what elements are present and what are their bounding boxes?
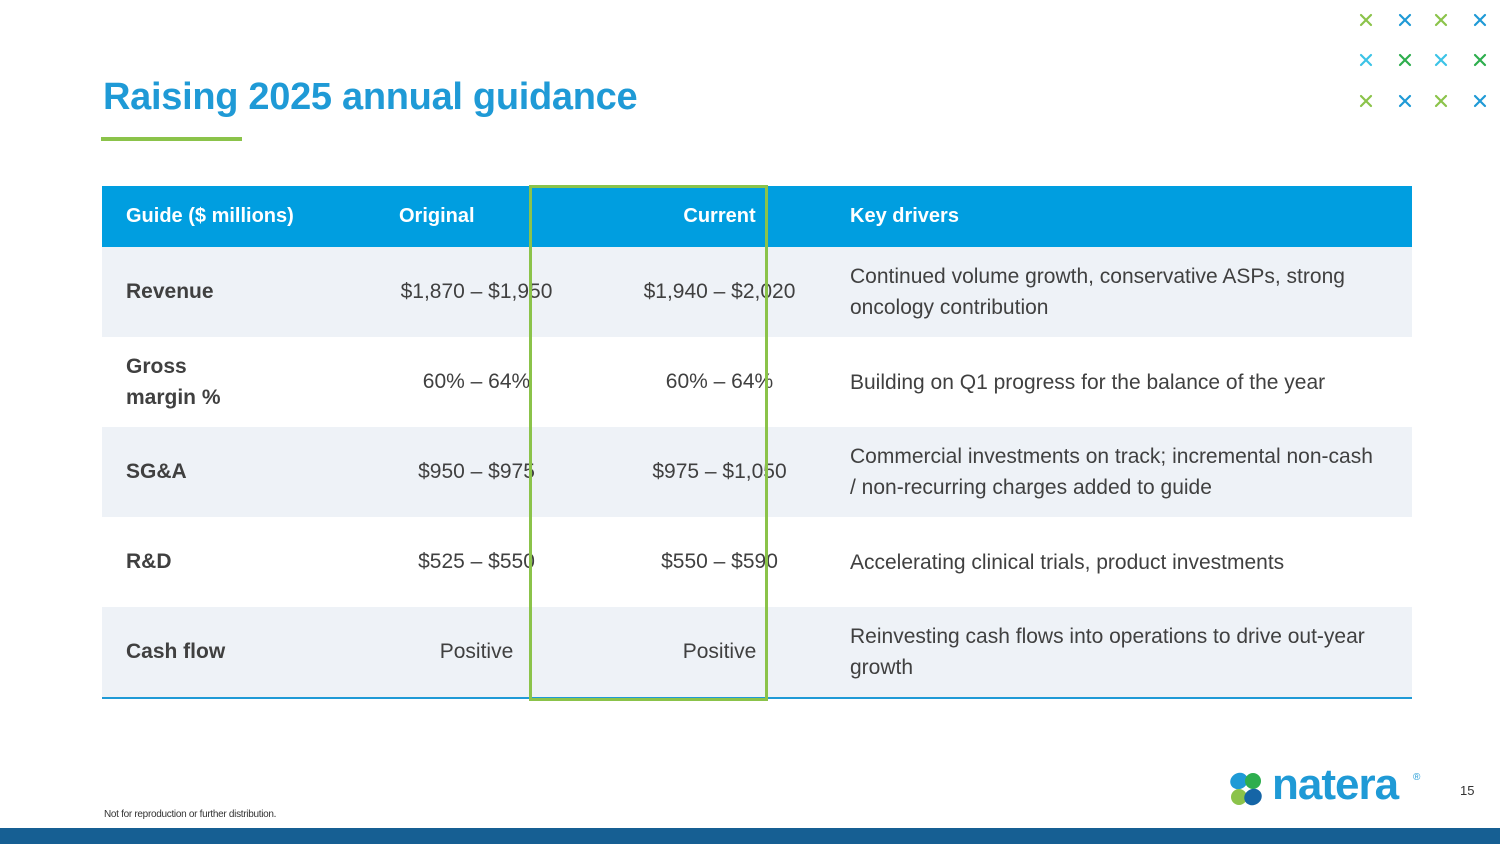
page-title: Raising 2025 annual guidance [103, 76, 638, 118]
current-value: $1,940 – $2,020 [601, 247, 838, 337]
current-value: 60% – 64% [665, 370, 774, 393]
x-icon [1473, 94, 1487, 108]
key-driver-text: Reinvesting cash flows into operations t… [838, 607, 1412, 699]
row-label: R&D [126, 550, 172, 573]
current-value: $975 – $1,050 [601, 427, 838, 517]
header-guide: Guide ($ millions) [102, 186, 352, 247]
table-row-cash-flow: Cash flow Positive Positive Reinvesting … [102, 607, 1412, 699]
footnote: Not for reproduction or further distribu… [104, 809, 277, 820]
x-icon [1398, 13, 1412, 27]
current-value: $550 – $590 [661, 550, 778, 573]
row-label: Gross margin % [102, 337, 352, 427]
x-icon [1359, 53, 1373, 67]
table-row-revenue: Revenue $1,870 – $1,950 $1,940 – $2,020 … [102, 247, 1412, 337]
x-icon [1359, 13, 1373, 27]
x-icon [1434, 53, 1448, 67]
x-icon [1473, 53, 1487, 67]
header-current: Current [601, 186, 838, 247]
x-icon [1473, 13, 1487, 27]
header-key-drivers: Key drivers [838, 186, 1412, 247]
x-icon [1434, 94, 1448, 108]
natera-logo: natera ® [1226, 760, 1426, 814]
page-number: 15 [1460, 783, 1475, 798]
key-driver-text: Accelerating clinical trials, product in… [850, 550, 1285, 574]
table-row-sga: SG&A $950 – $975 $975 – $1,050 Commercia… [102, 427, 1412, 517]
original-value: $950 – $975 [352, 427, 601, 517]
table-row-rd: R&D $525 – $550 $550 – $590 Accelerating… [102, 517, 1412, 607]
guidance-table: Guide ($ millions) Original Current Key … [102, 186, 1412, 699]
table-row-gross-margin: Gross margin % 60% – 64% 60% – 64% Build… [102, 337, 1412, 427]
row-label-text: Gross margin % [126, 355, 221, 409]
x-icon [1398, 94, 1412, 108]
x-icon [1359, 94, 1373, 108]
original-value: 60% – 64% [422, 370, 531, 393]
title-underline [101, 137, 242, 141]
logo-mark-icon [1230, 772, 1262, 806]
original-value: $1,870 – $1,950 [352, 247, 601, 337]
table-header-row: Guide ($ millions) Original Current Key … [102, 186, 1412, 247]
row-label: SG&A [102, 427, 352, 517]
row-label: Cash flow [102, 607, 352, 699]
x-icon [1434, 13, 1448, 27]
header-original: Original [352, 186, 601, 247]
current-value: Positive [601, 607, 838, 699]
footer-bar [0, 828, 1500, 844]
key-driver-text: Commercial investments on track; increme… [838, 427, 1412, 517]
key-driver-text: Building on Q1 progress for the balance … [850, 370, 1326, 394]
row-label: Revenue [102, 247, 352, 337]
logo-registered-mark: ® [1413, 772, 1421, 783]
original-value: $525 – $550 [418, 550, 535, 573]
original-value: Positive [352, 607, 601, 699]
x-icon [1398, 53, 1412, 67]
key-driver-text: Continued volume growth, conservative AS… [838, 247, 1412, 337]
logo-wordmark: natera [1272, 760, 1399, 809]
